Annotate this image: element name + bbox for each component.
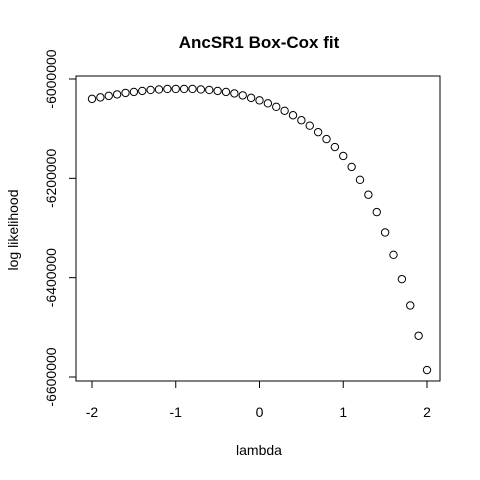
data-point: [246, 93, 256, 103]
data-point: [112, 90, 122, 99]
data-point: [205, 85, 214, 95]
data-point: [96, 93, 105, 102]
data-point: [339, 151, 348, 161]
data-point: [230, 89, 239, 98]
data-point: [129, 87, 139, 97]
data-point: [305, 121, 314, 130]
data-point: [104, 91, 113, 101]
y-tick-label: -6000000: [43, 49, 59, 108]
data-point: [422, 365, 432, 375]
x-tick-label: 1: [339, 404, 347, 420]
data-point: [389, 250, 398, 260]
y-tick-label: -6400000: [43, 248, 59, 307]
x-axis-label: lambda: [236, 442, 282, 458]
data-point: [138, 86, 147, 96]
data-point: [297, 116, 306, 125]
data-point: [347, 162, 356, 172]
y-axis: -6000000 -6200000 -6400000 -6600000: [43, 49, 77, 407]
data-point: [255, 96, 264, 105]
data-point: [196, 85, 206, 94]
data-point: [213, 86, 222, 96]
data-point: [330, 142, 340, 152]
y-tick-label: -6600000: [43, 347, 59, 406]
x-tick-label: -2: [86, 404, 99, 420]
data-point: [221, 87, 231, 97]
data-point: [288, 111, 298, 120]
data-point: [121, 88, 130, 98]
x-tick-label: 0: [256, 404, 264, 420]
data-point: [146, 85, 155, 95]
x-tick-label: -1: [170, 404, 183, 420]
data-point: [272, 102, 281, 112]
data-point: [414, 331, 423, 340]
data-point: [372, 207, 381, 217]
data-point: [364, 190, 373, 199]
data-point: [171, 84, 180, 94]
data-points: [87, 84, 432, 375]
data-point: [163, 84, 172, 94]
chart-title: AncSR1 Box-Cox fit: [179, 33, 340, 52]
data-point: [188, 84, 197, 94]
data-point: [355, 175, 365, 185]
x-axis: -2 -1 0 1 2: [86, 380, 431, 420]
y-axis-label: log likelihood: [5, 190, 21, 271]
data-point: [322, 134, 331, 144]
data-point: [313, 127, 323, 137]
data-point: [280, 106, 289, 115]
data-point: [154, 85, 164, 94]
data-point: [406, 301, 415, 310]
data-point: [380, 228, 390, 237]
data-point: [238, 91, 247, 100]
data-point: [397, 274, 407, 284]
data-point: [87, 94, 97, 104]
data-point: [179, 84, 189, 94]
x-tick-label: 2: [423, 404, 431, 420]
y-tick-label: -6200000: [43, 149, 59, 208]
data-point: [263, 99, 273, 108]
